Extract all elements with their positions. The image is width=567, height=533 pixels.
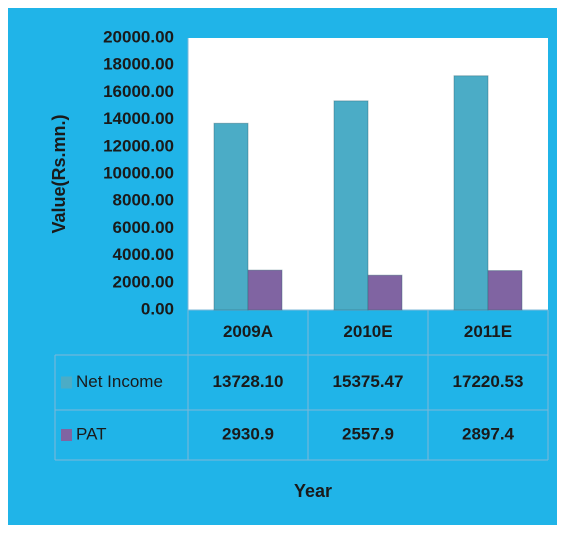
y-tick-label: 2000.00 — [113, 272, 174, 291]
y-tick-label: 6000.00 — [113, 218, 174, 237]
data-table-cell: 17220.53 — [453, 372, 524, 391]
bar — [213, 122, 249, 311]
data-table-cell: 2557.9 — [342, 424, 394, 443]
bar — [487, 270, 523, 311]
legend-label: PAT — [76, 424, 107, 443]
y-tick-label: 20000.00 — [103, 27, 174, 46]
data-table-cell: 2897.4 — [462, 424, 515, 443]
x-tick-label: 2010E — [343, 322, 392, 341]
data-table-cell: 13728.10 — [213, 372, 284, 391]
y-tick-label: 0.00 — [141, 299, 174, 318]
data-table-cell: 15375.47 — [333, 372, 404, 391]
bar — [333, 100, 369, 311]
legend-swatch — [61, 429, 72, 441]
y-axis-title: Value(Rs.mn.) — [49, 114, 69, 233]
legend-swatch — [61, 376, 72, 389]
y-tick-label: 16000.00 — [103, 82, 174, 101]
y-tick-label: 4000.00 — [113, 245, 174, 264]
y-tick-label: 8000.00 — [113, 191, 174, 210]
legend-label: Net Income — [76, 372, 163, 391]
y-tick-label: 14000.00 — [103, 109, 174, 128]
y-tick-label: 18000.00 — [103, 55, 174, 74]
x-axis-title: Year — [294, 481, 332, 501]
bar — [453, 75, 489, 311]
x-tick-label: 2011E — [464, 322, 512, 341]
x-tick-label: 2009A — [223, 322, 273, 341]
bar — [247, 269, 283, 311]
bar — [367, 274, 403, 311]
y-tick-label: 10000.00 — [103, 163, 174, 182]
y-tick-label: 12000.00 — [103, 136, 174, 155]
data-table-cell: 2930.9 — [222, 424, 274, 443]
